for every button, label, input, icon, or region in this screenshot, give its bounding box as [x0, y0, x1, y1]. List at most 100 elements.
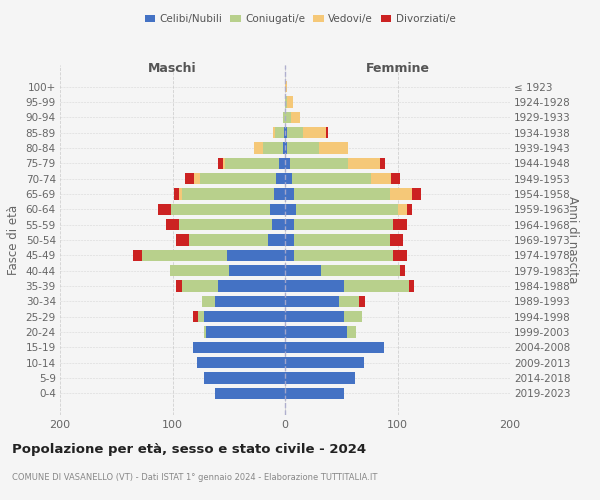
Bar — [271, 204, 285, 215]
Bar — [339, 296, 359, 307]
Y-axis label: Anni di nascita: Anni di nascita — [566, 196, 579, 284]
Bar — [319, 142, 348, 154]
Bar — [229, 265, 285, 276]
Bar — [348, 158, 380, 169]
Bar — [263, 142, 283, 154]
Bar — [347, 326, 356, 338]
Bar — [294, 250, 393, 261]
Bar — [380, 158, 385, 169]
Bar — [204, 372, 285, 384]
Bar — [268, 234, 285, 246]
Bar — [254, 142, 263, 154]
Bar — [325, 127, 328, 138]
Bar — [166, 219, 179, 230]
Bar — [285, 188, 294, 200]
Bar — [371, 173, 391, 184]
Bar — [343, 280, 409, 292]
Text: COMUNE DI VASANELLO (VT) - Dati ISTAT 1° gennaio 2024 - Elaborazione TUTTITALIA.: COMUNE DI VASANELLO (VT) - Dati ISTAT 1°… — [12, 472, 377, 482]
Bar — [285, 326, 347, 338]
Bar — [197, 357, 285, 368]
Bar — [176, 234, 190, 246]
Bar — [285, 219, 294, 230]
Bar — [285, 173, 292, 184]
Bar — [407, 204, 412, 215]
Bar — [173, 188, 179, 200]
Bar — [393, 219, 407, 230]
Bar — [393, 250, 407, 261]
Bar — [285, 204, 296, 215]
Bar — [179, 188, 182, 200]
Bar — [285, 112, 290, 123]
Bar — [227, 250, 285, 261]
Bar — [292, 173, 371, 184]
Bar — [223, 158, 226, 169]
Bar — [285, 234, 294, 246]
Bar — [287, 142, 319, 154]
Bar — [206, 326, 285, 338]
Bar — [199, 311, 204, 322]
Bar — [185, 173, 194, 184]
Bar — [284, 127, 285, 138]
Bar — [287, 127, 303, 138]
Bar — [285, 357, 364, 368]
Bar — [389, 234, 403, 246]
Bar — [179, 219, 271, 230]
Bar — [226, 158, 280, 169]
Bar — [409, 280, 415, 292]
Bar — [296, 204, 398, 215]
Bar — [285, 158, 290, 169]
Bar — [276, 173, 285, 184]
Bar — [275, 127, 284, 138]
Bar — [172, 204, 271, 215]
Bar — [202, 296, 215, 307]
Bar — [272, 127, 275, 138]
Bar — [294, 234, 389, 246]
Bar — [176, 280, 182, 292]
Bar — [389, 188, 412, 200]
Bar — [204, 326, 206, 338]
Bar — [182, 188, 274, 200]
Text: Maschi: Maschi — [148, 62, 197, 75]
Bar — [194, 173, 199, 184]
Bar — [158, 204, 172, 215]
Bar — [204, 311, 285, 322]
Bar — [294, 188, 389, 200]
Bar — [287, 96, 293, 108]
Bar — [285, 311, 343, 322]
Bar — [285, 372, 355, 384]
Legend: Celibi/Nubili, Coniugati/e, Vedovi/e, Divorziati/e: Celibi/Nubili, Coniugati/e, Vedovi/e, Di… — [140, 10, 460, 29]
Bar — [218, 158, 223, 169]
Bar — [285, 265, 321, 276]
Text: Femmine: Femmine — [365, 62, 430, 75]
Bar — [412, 188, 421, 200]
Bar — [285, 296, 339, 307]
Bar — [182, 280, 218, 292]
Bar — [285, 280, 343, 292]
Bar — [215, 296, 285, 307]
Bar — [199, 173, 276, 184]
Bar — [215, 388, 285, 399]
Text: Popolazione per età, sesso e stato civile - 2024: Popolazione per età, sesso e stato civil… — [12, 442, 366, 456]
Bar — [283, 112, 285, 123]
Bar — [190, 234, 268, 246]
Bar — [400, 265, 406, 276]
Bar — [290, 112, 299, 123]
Bar — [285, 388, 343, 399]
Bar — [321, 265, 400, 276]
Bar — [218, 280, 285, 292]
Bar — [285, 142, 287, 154]
Bar — [142, 250, 227, 261]
Bar — [274, 188, 285, 200]
Bar — [193, 342, 285, 353]
Bar — [290, 158, 348, 169]
Bar — [285, 342, 384, 353]
Bar — [285, 96, 287, 108]
Bar — [294, 219, 393, 230]
Bar — [283, 142, 285, 154]
Bar — [391, 173, 400, 184]
Bar — [170, 265, 229, 276]
Bar — [280, 158, 285, 169]
Bar — [285, 81, 287, 92]
Bar — [193, 311, 199, 322]
Bar — [271, 219, 285, 230]
